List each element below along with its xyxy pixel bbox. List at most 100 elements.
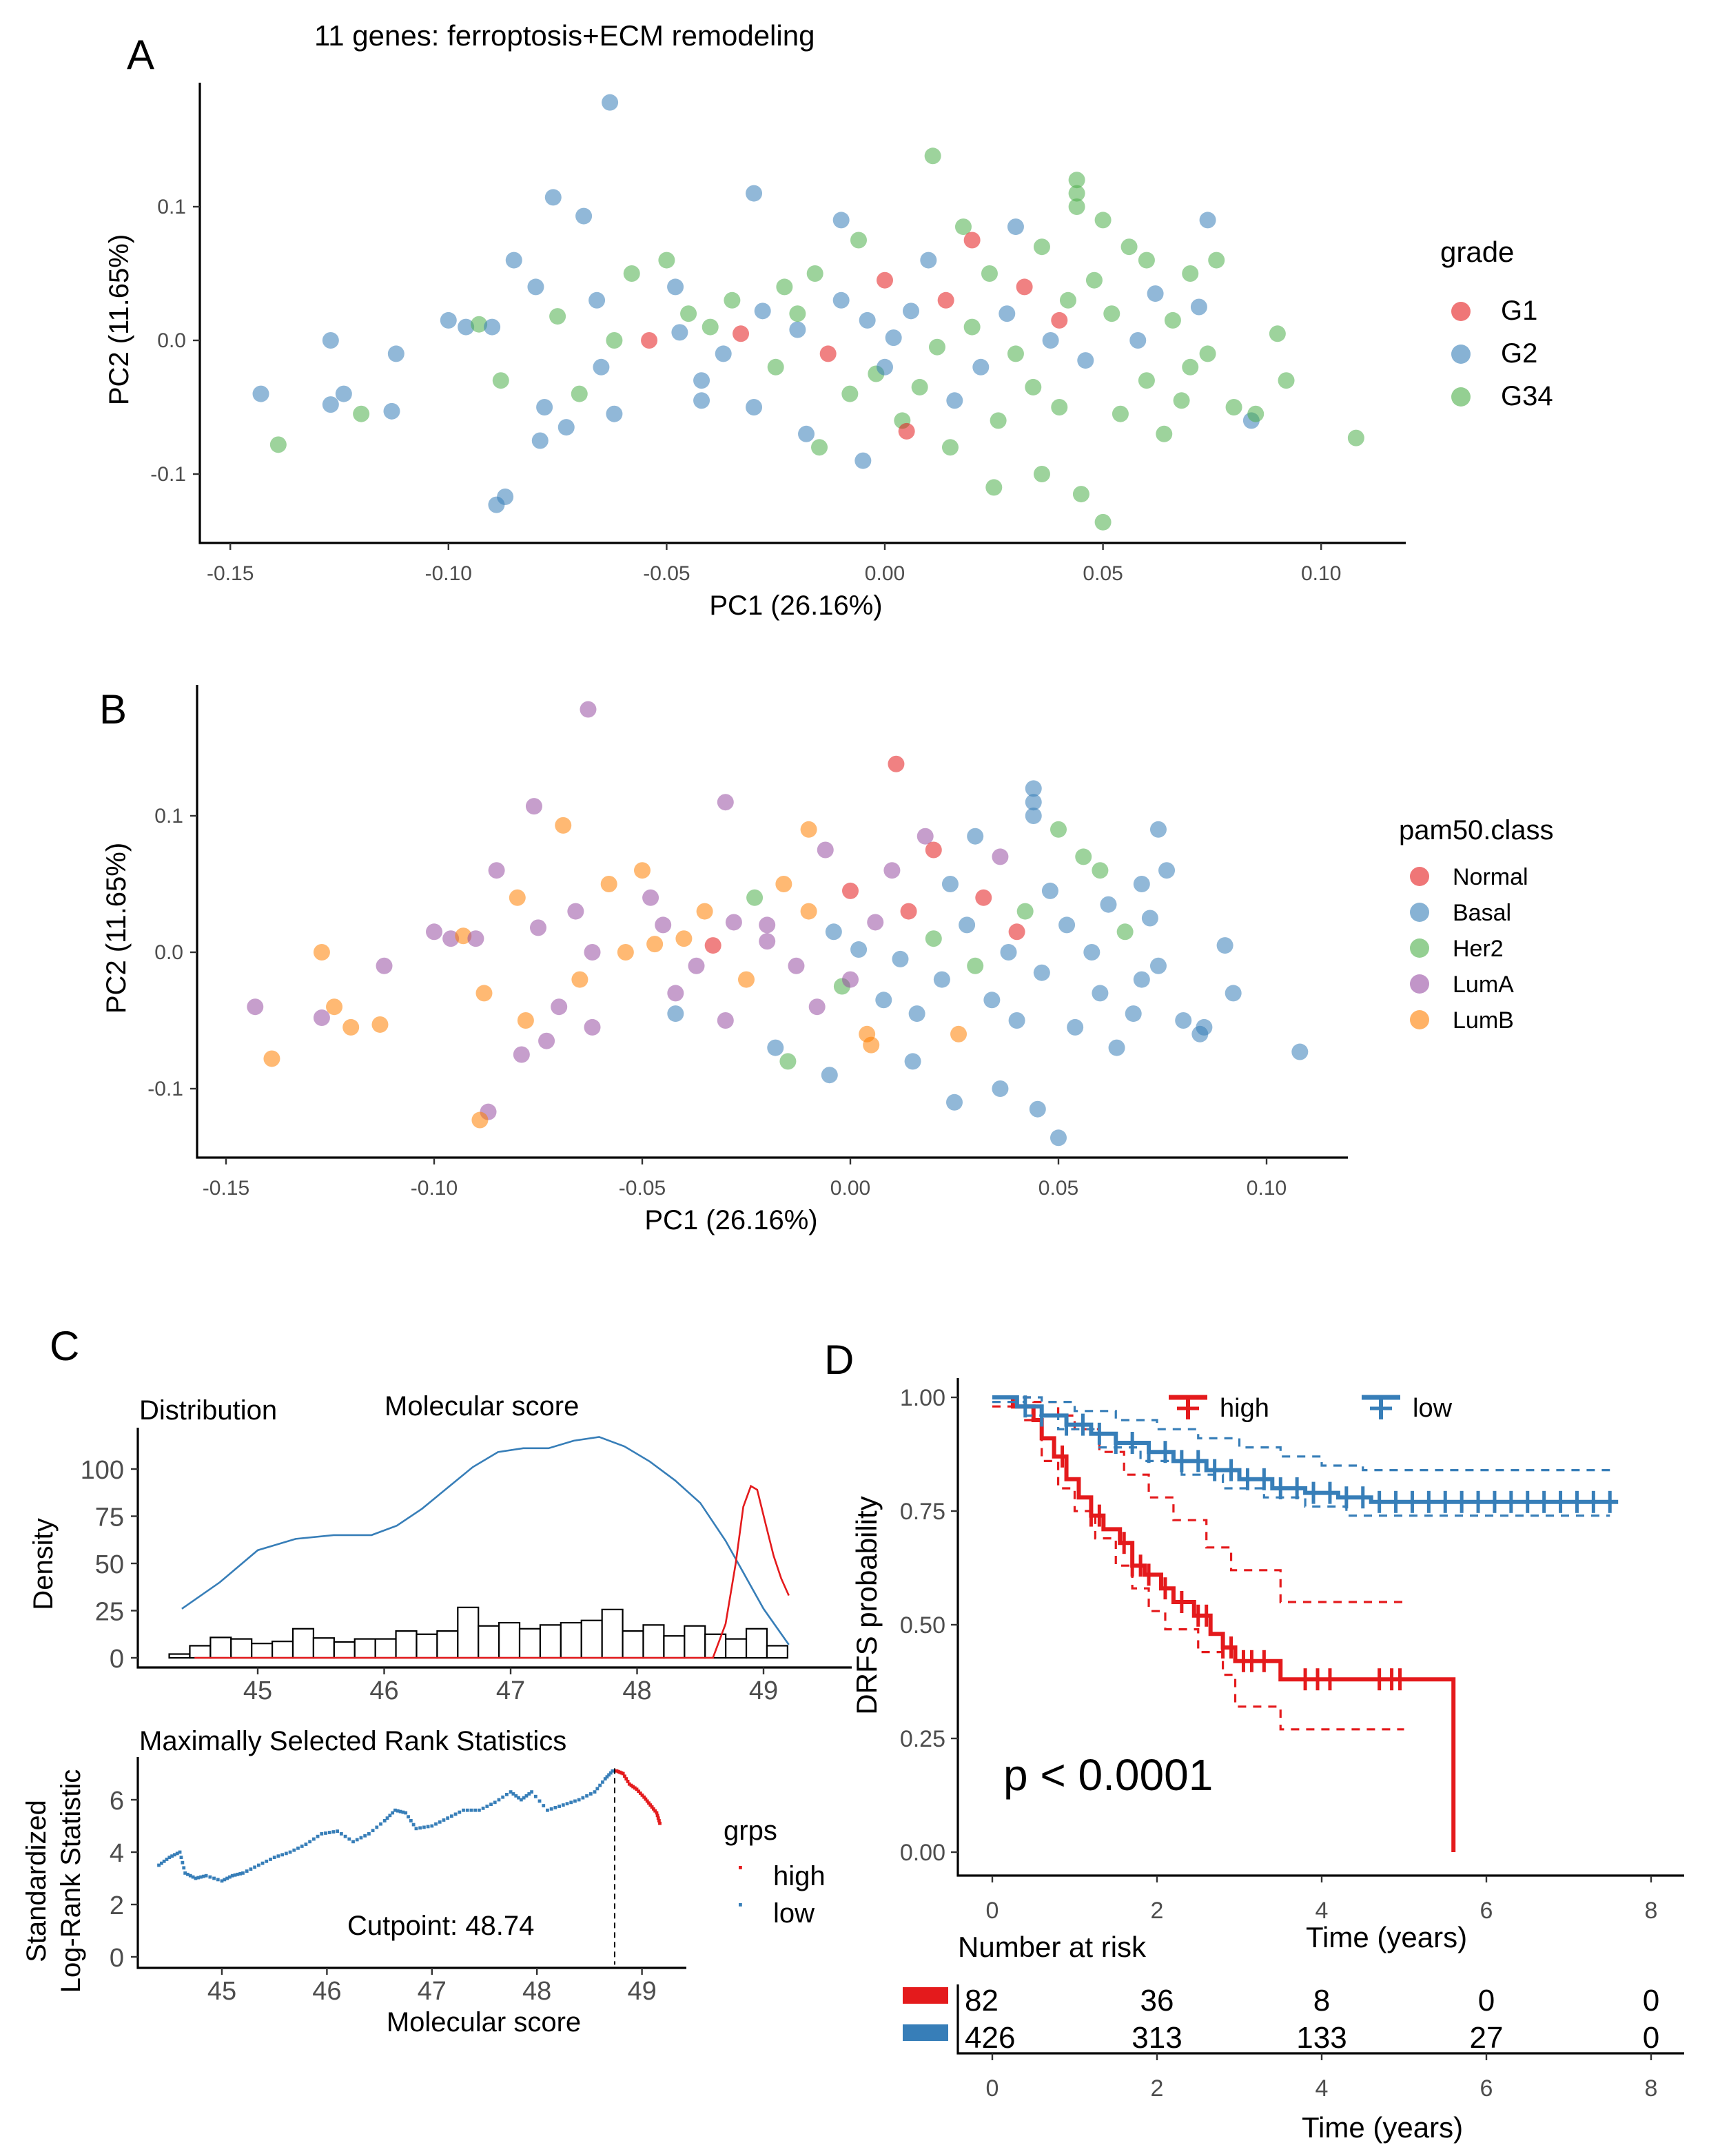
data-point	[1029, 1100, 1046, 1118]
statistic-point-low	[549, 1807, 553, 1811]
statistic-point-low	[204, 1873, 208, 1878]
y-tick-label: 25	[95, 1598, 124, 1627]
histogram-bar	[684, 1625, 706, 1659]
statistic-point-low	[398, 1809, 402, 1814]
statistic-point-low	[363, 1834, 367, 1838]
legend-label: G34	[1501, 381, 1553, 411]
data-point	[788, 957, 805, 974]
data-point	[458, 318, 475, 336]
data-point	[898, 422, 915, 440]
statistic-point-low	[191, 1875, 195, 1879]
y-tick-label: 1.00	[900, 1385, 945, 1411]
statistic-point-low	[469, 1808, 473, 1812]
statistic-point-low	[167, 1856, 172, 1859]
histogram-bar	[498, 1621, 521, 1659]
data-point	[776, 278, 793, 296]
data-point	[1075, 848, 1092, 865]
data-point	[1108, 1039, 1125, 1056]
statistic-point-low	[477, 1808, 481, 1812]
statistic-point-low	[292, 1848, 296, 1852]
risk-x-tick-label: 2	[1151, 2075, 1164, 2102]
x-tick-label: 45	[207, 1977, 236, 2006]
histogram-bar	[766, 1645, 788, 1659]
statistic-point-low	[603, 1777, 607, 1780]
legend-label: low	[773, 1898, 815, 1929]
data-point	[440, 311, 457, 329]
statistic-point-low	[159, 1861, 163, 1865]
legend-swatch	[739, 1866, 742, 1869]
histogram-bar	[642, 1624, 665, 1659]
data-point	[1182, 358, 1199, 376]
statistic-point-low	[527, 1792, 531, 1796]
statistic-point-low	[304, 1842, 308, 1846]
data-point	[967, 828, 984, 845]
histogram-bar	[745, 1628, 768, 1659]
histogram-bar	[436, 1630, 459, 1659]
data-point	[759, 916, 776, 934]
statistic-point-low	[458, 1810, 462, 1814]
legend-swatch	[1410, 1010, 1429, 1029]
y-tick-label: -0.1	[147, 1078, 183, 1100]
data-point	[557, 419, 575, 436]
histogram-bar	[560, 1621, 582, 1659]
risk-x-tick-label: 0	[986, 2075, 999, 2102]
data-point	[602, 94, 619, 111]
data-point	[946, 1094, 963, 1111]
statistic-point-low	[170, 1854, 174, 1858]
statistic-point-low	[588, 1792, 593, 1796]
data-point	[1199, 345, 1216, 362]
data-point	[505, 251, 522, 269]
data-point	[717, 794, 734, 811]
statistic-point-low	[194, 1876, 198, 1880]
legend-label: Normal	[1453, 864, 1528, 890]
data-point	[937, 291, 954, 309]
statistic-point-high	[637, 1789, 641, 1794]
data-point	[1067, 1018, 1084, 1036]
data-point	[1007, 345, 1024, 362]
data-point	[1173, 392, 1190, 409]
x-tick-label: -0.10	[411, 1177, 458, 1200]
statistic-point-low	[438, 1820, 442, 1824]
histogram-bar	[333, 1641, 356, 1659]
statistic-point-low	[393, 1808, 397, 1812]
data-point	[911, 378, 928, 396]
data-point	[992, 848, 1009, 865]
data-point	[634, 862, 651, 879]
legend-label: high	[1220, 1394, 1269, 1423]
legend-label: Her2	[1453, 936, 1504, 962]
x-tick-label: 4	[1315, 1898, 1329, 1924]
y-tick-label: 0.1	[154, 805, 183, 828]
statistic-point-high	[657, 1819, 661, 1823]
data-point	[1149, 957, 1167, 974]
y-axis-label-line2: Log-Rank Statistic	[56, 1769, 86, 1993]
statistic-point-low	[324, 1831, 327, 1835]
axis-lines	[198, 83, 1406, 544]
data-point	[946, 392, 963, 409]
data-point	[1025, 780, 1042, 797]
statistic-point-low	[585, 1794, 588, 1798]
data-point	[1008, 923, 1025, 941]
statistic-point-low	[379, 1822, 382, 1826]
data-point	[675, 930, 693, 947]
risk-count-high: 0	[1643, 1984, 1659, 2018]
data-point	[252, 385, 269, 402]
histogram-bar	[663, 1635, 686, 1659]
statistic-point-low	[359, 1836, 363, 1840]
data-point	[247, 998, 264, 1016]
data-point	[606, 405, 623, 422]
statistic-point-low	[453, 1812, 458, 1816]
statistic-point-low	[162, 1859, 166, 1863]
data-point	[850, 232, 868, 249]
data-point	[1059, 291, 1076, 309]
data-point	[1051, 399, 1068, 415]
data-point	[917, 828, 934, 845]
histogram-bar	[189, 1645, 212, 1659]
statistic-point-low	[182, 1866, 186, 1870]
data-point	[1147, 285, 1164, 302]
data-point	[667, 1005, 684, 1023]
statistic-point-high	[655, 1814, 659, 1818]
data-point	[1085, 271, 1103, 289]
data-point	[584, 944, 601, 961]
statistic-point-low	[493, 1800, 497, 1805]
